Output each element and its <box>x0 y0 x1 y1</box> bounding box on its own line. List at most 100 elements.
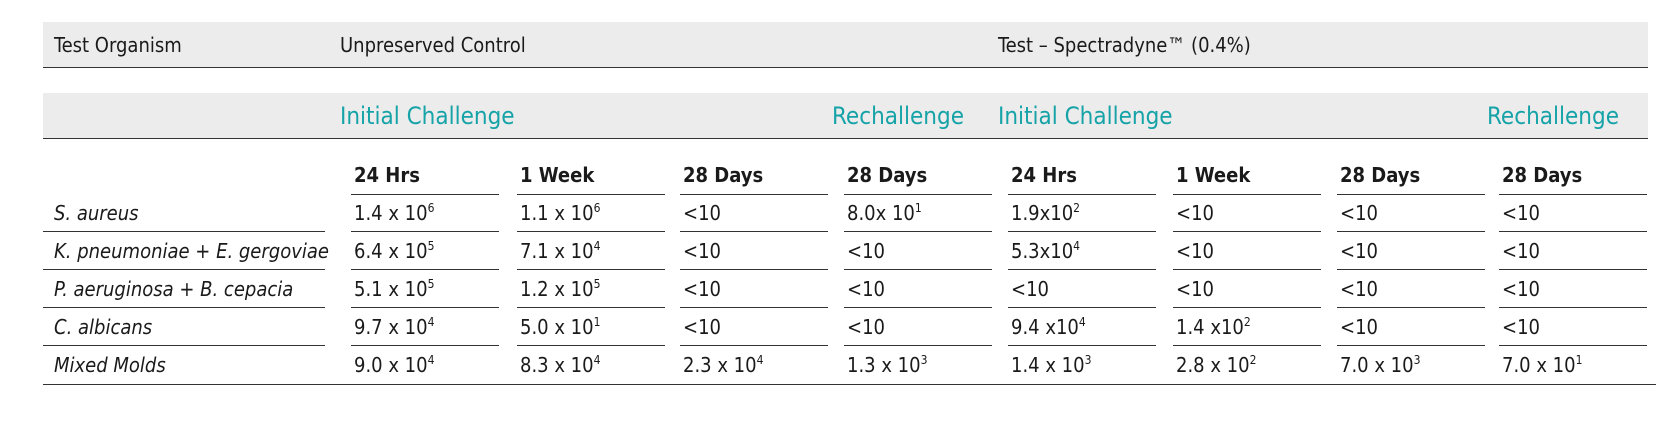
row-rule <box>1499 231 1647 232</box>
row-rule <box>1337 307 1485 308</box>
row-rule <box>351 231 499 232</box>
row-rule <box>351 307 499 308</box>
table-cell: <10 <box>1176 239 1214 263</box>
table-cell: <10 <box>683 315 721 339</box>
control-initial-challenge-label: Initial Challenge <box>340 102 515 130</box>
row-rule <box>1499 345 1647 346</box>
row-rule <box>1499 269 1647 270</box>
table-cell: 5.1 x 105 <box>354 277 435 301</box>
row-rule <box>844 345 992 346</box>
table-cell: <10 <box>1340 201 1378 225</box>
table-cell: 7.0 x 103 <box>1340 353 1421 377</box>
row-rule <box>1499 307 1647 308</box>
table-bottom-rule <box>43 384 1656 385</box>
header-band <box>43 22 1648 67</box>
column-header-rule <box>1008 194 1156 195</box>
table-cell: 1.4 x 103 <box>1011 353 1092 377</box>
column-header: 28 Days <box>1340 163 1421 187</box>
table-cell: <10 <box>1502 201 1540 225</box>
test-group-header: Test – Spectradyne™ (0.4%) <box>998 33 1251 57</box>
column-header: 28 Days <box>1502 163 1583 187</box>
row-rule <box>1173 345 1321 346</box>
table-cell: 2.8 x 102 <box>1176 353 1257 377</box>
table-cell: 7.0 x 101 <box>1502 353 1583 377</box>
table-cell: <10 <box>847 315 885 339</box>
row-rule <box>517 269 665 270</box>
column-header-rule <box>351 194 499 195</box>
column-header: 1 Week <box>1176 163 1251 187</box>
table-cell: <10 <box>1340 315 1378 339</box>
row-rule <box>1173 231 1321 232</box>
table-cell: 9.0 x 104 <box>354 353 435 377</box>
row-rule <box>43 307 325 308</box>
row-rule <box>517 231 665 232</box>
column-header-rule <box>844 194 992 195</box>
table-cell: 8.0x 101 <box>847 201 922 225</box>
row-rule <box>517 345 665 346</box>
row-rule <box>517 307 665 308</box>
organism-name: K. pneumoniae + E. gergoviae <box>54 239 329 263</box>
control-rechallenge-label: Rechallenge <box>832 102 964 130</box>
control-group-header: Unpreserved Control <box>340 33 526 57</box>
table-cell: 7.1 x 104 <box>520 239 601 263</box>
row-rule <box>680 345 828 346</box>
column-header: 24 Hrs <box>1011 163 1077 187</box>
table-cell: 1.3 x 103 <box>847 353 928 377</box>
row-rule <box>1337 269 1485 270</box>
table-cell: 1.4 x102 <box>1176 315 1251 339</box>
column-header: 28 Days <box>847 163 928 187</box>
row-rule <box>43 345 325 346</box>
row-rule <box>844 231 992 232</box>
row-rule <box>1173 269 1321 270</box>
table-cell: <10 <box>1502 277 1540 301</box>
table-cell: 1.2 x 105 <box>520 277 601 301</box>
row-rule <box>844 269 992 270</box>
row-rule <box>351 345 499 346</box>
test-rechallenge-label: Rechallenge <box>1487 102 1619 130</box>
row-rule <box>844 307 992 308</box>
table-cell: 2.3 x 104 <box>683 353 764 377</box>
row-rule <box>1337 345 1485 346</box>
row-rule <box>1008 345 1156 346</box>
row-rule <box>680 307 828 308</box>
table-cell: 1.4 x 106 <box>354 201 435 225</box>
table-cell: 8.3 x 104 <box>520 353 601 377</box>
column-header: 24 Hrs <box>354 163 420 187</box>
header-rule <box>43 67 1648 68</box>
row-rule <box>43 269 325 270</box>
organism-name: C. albicans <box>54 315 153 339</box>
phase-band <box>43 93 1648 138</box>
table-cell: 6.4 x 105 <box>354 239 435 263</box>
table-cell: <10 <box>683 277 721 301</box>
table-cell: 1.9x102 <box>1011 201 1081 225</box>
row-rule <box>1008 231 1156 232</box>
table-cell: <10 <box>1340 239 1378 263</box>
table-cell: <10 <box>847 277 885 301</box>
organism-name: Mixed Molds <box>54 353 166 377</box>
row-rule <box>1337 231 1485 232</box>
column-header-rule <box>1499 194 1647 195</box>
row-rule <box>680 231 828 232</box>
column-header: 28 Days <box>683 163 764 187</box>
table-cell: <10 <box>1011 277 1049 301</box>
row-rule <box>1008 307 1156 308</box>
row-rule <box>1173 307 1321 308</box>
column-header-rule <box>1337 194 1485 195</box>
table-cell: <10 <box>1340 277 1378 301</box>
table-cell: <10 <box>1176 201 1214 225</box>
row-rule <box>1008 269 1156 270</box>
row-rule <box>351 269 499 270</box>
row-rule <box>680 269 828 270</box>
test-initial-challenge-label: Initial Challenge <box>998 102 1173 130</box>
phase-rule <box>43 138 1648 139</box>
organism-name: S. aureus <box>54 201 139 225</box>
row-rule <box>43 231 325 232</box>
table-cell: <10 <box>847 239 885 263</box>
table-cell: 5.3x104 <box>1011 239 1081 263</box>
column-header-rule <box>517 194 665 195</box>
table-cell: 9.4 x104 <box>1011 315 1086 339</box>
table-cell: <10 <box>1502 239 1540 263</box>
organism-name: P. aeruginosa + B. cepacia <box>54 277 294 301</box>
organism-column-header: Test Organism <box>54 33 182 57</box>
column-header-rule <box>1173 194 1321 195</box>
